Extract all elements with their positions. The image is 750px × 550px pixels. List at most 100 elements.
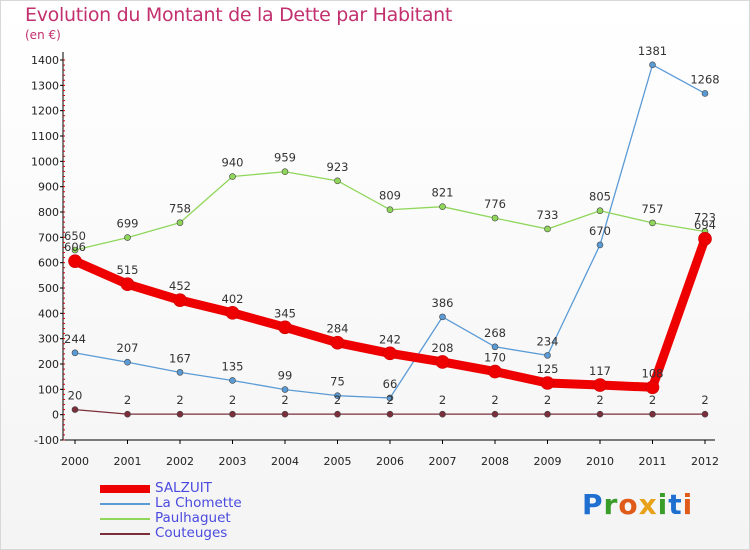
data-point (386, 206, 394, 214)
data-label: 923 (327, 160, 349, 174)
data-label: 2 (281, 393, 288, 407)
data-point (491, 214, 499, 222)
data-point (173, 293, 187, 307)
y-tick-label: 300 (38, 333, 59, 346)
data-point (229, 173, 236, 180)
y-tick-label: 1100 (31, 130, 59, 143)
data-label: 402 (222, 292, 244, 306)
data-point (383, 346, 397, 361)
data-label: 606 (64, 240, 86, 254)
x-tick-label: 2011 (639, 455, 667, 468)
logo-letter: x (638, 488, 658, 521)
data-label: 2 (701, 393, 708, 407)
data-label: 66 (383, 377, 398, 391)
data-label: 2 (334, 393, 341, 407)
data-point (334, 177, 341, 185)
data-point (176, 410, 184, 418)
y-tick-label: 900 (38, 181, 59, 194)
data-point (229, 377, 236, 384)
data-point (649, 219, 656, 227)
data-point (71, 349, 79, 357)
chart-title: Evolution du Montant de la Dette par Hab… (25, 4, 453, 26)
chart-axes: -100 0 100 200 300 400 500 600 700 800 900 1000 1100… (31, 52, 719, 468)
data-point (540, 376, 555, 390)
data-label: 117 (589, 364, 611, 378)
data-point (278, 320, 292, 335)
data-point (334, 410, 341, 418)
x-tick-label: 2010 (586, 455, 614, 468)
legend-swatch (100, 485, 150, 493)
data-label: 515 (117, 263, 139, 277)
data-point (439, 410, 446, 418)
legend-swatch (100, 518, 150, 520)
data-label: 776 (484, 197, 506, 211)
y-tick-label: 600 (38, 257, 59, 270)
data-label: 733 (537, 208, 559, 222)
data-label: 821 (432, 186, 454, 200)
logo-letter: i (657, 488, 669, 521)
data-label: 108 (642, 366, 664, 380)
data-label: 699 (117, 217, 139, 231)
y-tick-label: 1400 (31, 54, 59, 67)
data-label: 959 (274, 151, 296, 165)
data-point (176, 369, 184, 376)
data-label: 20 (68, 389, 83, 403)
data-label: 2 (649, 393, 656, 407)
data-label: 284 (327, 322, 349, 336)
y-tick-label: 1000 (31, 155, 59, 168)
data-point (334, 392, 341, 399)
y-tick-label: 1200 (31, 105, 59, 118)
data-point (281, 410, 289, 418)
proxiti-logo: Proxiti (582, 488, 693, 521)
data-point (386, 394, 394, 402)
chart-unit: (en €) (25, 28, 61, 42)
data-label: 268 (484, 326, 506, 340)
legend-swatch (100, 533, 150, 535)
y-tick-label: 400 (38, 307, 59, 320)
data-label: 757 (642, 202, 664, 216)
legend-swatch (100, 503, 150, 505)
logo-letter: t (668, 488, 683, 521)
x-tick-label: 2005 (324, 455, 352, 468)
y-tick-label: -100 (34, 434, 59, 447)
logo-letter: P (582, 488, 604, 521)
series-labels: 244 207 167 135 99 75 66 386 268 234 670 1381 1268 65… (64, 44, 720, 407)
data-label: 2 (491, 393, 498, 407)
data-label: 75 (330, 375, 345, 389)
data-point (544, 410, 551, 418)
data-label: 670 (589, 224, 611, 238)
data-point (645, 380, 660, 395)
data-label: 170 (484, 351, 506, 365)
data-label: 386 (432, 296, 454, 310)
data-point (649, 410, 656, 418)
data-point (281, 386, 289, 393)
data-point (491, 343, 499, 351)
x-tick-label: 2009 (534, 455, 562, 468)
y-tick-label: 500 (38, 282, 59, 295)
data-point (544, 225, 551, 233)
data-point (225, 306, 240, 320)
data-label: 723 (694, 211, 716, 225)
legend-label: La Chomette (155, 495, 242, 511)
data-point (439, 313, 446, 321)
data-label: 244 (64, 332, 86, 346)
x-tick-label: 2002 (166, 455, 194, 468)
x-tick-label: 2006 (376, 455, 404, 468)
y-tick-label: 1300 (31, 79, 59, 92)
data-label: 1381 (638, 44, 667, 58)
data-point (596, 241, 604, 249)
x-tick-label: 2000 (61, 455, 89, 468)
data-label: 167 (169, 351, 191, 365)
data-point (386, 410, 394, 418)
series-lines (68, 61, 712, 418)
data-label: 1268 (690, 72, 719, 86)
data-point (176, 219, 184, 226)
data-label: 207 (117, 341, 139, 355)
data-point (701, 90, 709, 97)
y-tick-label: 200 (38, 358, 59, 371)
data-point (124, 410, 131, 418)
x-tick-label: 2003 (219, 455, 247, 468)
data-label: 234 (537, 334, 559, 348)
x-tick-label: 2001 (114, 455, 142, 468)
